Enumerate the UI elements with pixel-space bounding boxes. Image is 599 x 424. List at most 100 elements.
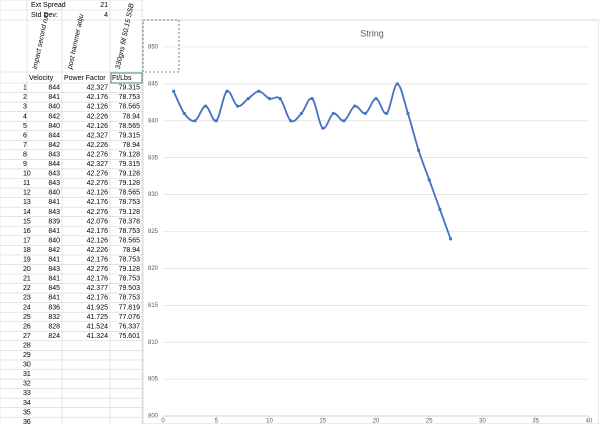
cell-value: 42.176 [87, 295, 109, 302]
x-tick-label: 30 [479, 419, 486, 424]
cell-value: 78.565 [119, 237, 141, 244]
row-index: 1 [23, 85, 27, 92]
cell-value: 42.276 [87, 180, 109, 187]
row-index: 28 [23, 342, 31, 349]
y-tick-label: 815 [148, 303, 159, 309]
cell-value: 845 [48, 285, 60, 292]
point [363, 111, 367, 116]
row-index: 25 [23, 314, 31, 321]
rotated-header: 330gns fill 50.15 SSB [115, 3, 136, 70]
y-tick-label: 800 [148, 414, 159, 420]
cell-value: 78.565 [119, 104, 141, 111]
cell-value: 41.524 [87, 323, 109, 330]
point [182, 111, 186, 116]
cell-value: 42.276 [87, 209, 109, 216]
cell-value: 843 [48, 180, 60, 187]
cell-value: 79.315 [119, 85, 141, 92]
row-index: 8 [23, 151, 27, 158]
stat-label: Ext Spread [31, 2, 66, 9]
chart-area [142, 19, 599, 424]
cell-value: 42.226 [87, 113, 109, 120]
row-index: 2 [23, 94, 27, 101]
row-index: 27 [23, 333, 31, 340]
point [299, 111, 304, 116]
cell-value: 78.753 [119, 276, 141, 283]
row-index: 14 [23, 209, 31, 216]
y-tick-label: 820 [148, 266, 159, 272]
cell-value: 78.753 [119, 199, 141, 206]
point [427, 178, 431, 182]
row-index: 7 [23, 142, 27, 149]
row-index: 22 [23, 285, 31, 292]
cell-value: 42.176 [87, 228, 109, 235]
point [204, 104, 208, 108]
row-index: 30 [23, 362, 31, 369]
row-index: 6 [23, 132, 27, 139]
cell-value: 78.753 [119, 228, 141, 235]
cell-value: 79.128 [119, 209, 141, 216]
cell-value: 42.276 [87, 171, 109, 178]
cell-value: 42.226 [87, 247, 109, 254]
cell-value: 843 [48, 151, 60, 158]
cell-value: 842 [48, 113, 60, 120]
x-tick-label: 25 [426, 419, 433, 424]
point [278, 97, 282, 101]
row-index: 3 [23, 104, 27, 111]
point [225, 89, 229, 93]
row-index: 11 [23, 180, 30, 187]
y-tick-label: 830 [148, 192, 159, 198]
row-index: 10 [23, 171, 31, 178]
cell-value: 839 [48, 218, 60, 225]
cell-value: 78.753 [119, 295, 141, 302]
row-index: 13 [23, 199, 31, 206]
cell-value: 41.725 [87, 314, 109, 321]
point [321, 126, 325, 130]
stat-value: 21 [100, 2, 108, 9]
cell-value: 79.315 [119, 161, 141, 168]
cell-value: 824 [48, 333, 60, 340]
column-header: Velocity [29, 75, 54, 82]
cell-value: 840 [48, 237, 60, 244]
point [331, 111, 335, 116]
row-index: 29 [23, 352, 31, 359]
cell-value: 76.337 [119, 323, 141, 330]
column-header: Power Factor [64, 75, 106, 82]
row-index: 4 [23, 113, 27, 120]
cell-value: 42.176 [87, 276, 109, 283]
row-index: 21 [23, 276, 31, 283]
x-tick-label: 0 [161, 419, 165, 424]
cell-value: 840 [48, 190, 60, 197]
row-index: 19 [23, 257, 31, 264]
cell-value: 42.176 [87, 257, 109, 264]
cell-value: 844 [48, 161, 60, 168]
cell-value: 42.226 [87, 142, 109, 149]
cell-value: 840 [48, 104, 60, 111]
cell-value: 78.94 [122, 247, 140, 254]
cell-value: 42.126 [87, 104, 109, 111]
cell-value: 78.565 [119, 123, 141, 130]
row-index: 23 [23, 295, 31, 302]
rotated-header: impact second run [32, 12, 51, 70]
point [193, 119, 197, 123]
cell-value: 841 [48, 295, 60, 302]
cell-value: 42.276 [87, 266, 109, 273]
cell-value: 841 [48, 199, 60, 206]
cell-value: 841 [48, 276, 60, 283]
y-tick-label: 805 [148, 377, 159, 383]
point [353, 104, 357, 108]
chart-title: String [360, 28, 384, 38]
cell-value: 42.327 [87, 161, 109, 168]
row-index: 15 [23, 218, 31, 225]
point [172, 89, 176, 93]
y-tick-label: 825 [148, 229, 159, 235]
cell-value: 79.128 [119, 171, 141, 178]
y-tick-label: 845 [148, 81, 159, 87]
row-index: 33 [23, 390, 31, 397]
row-index: 31 [23, 371, 31, 378]
point [406, 111, 410, 116]
point [448, 237, 453, 241]
point [310, 97, 314, 101]
x-tick-label: 10 [266, 419, 273, 424]
row-index: 18 [23, 247, 31, 254]
